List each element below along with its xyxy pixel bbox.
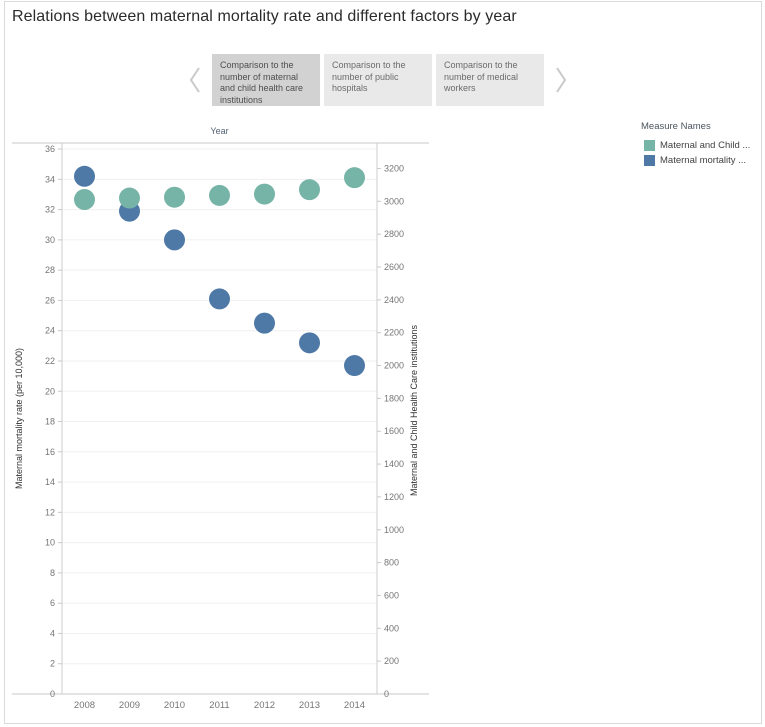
tab-medical-workers[interactable]: Comparison to the number of medical work… xyxy=(436,54,544,106)
x-axis-label: 2011 xyxy=(209,700,229,711)
right-axis-title: Maternal and Child Health Care instituti… xyxy=(409,324,419,496)
right-axis-tick-label: 400 xyxy=(384,623,399,633)
x-axis-label: 2013 xyxy=(299,700,320,711)
left-axis-tick-label: 16 xyxy=(45,447,55,457)
left-axis-tick-label: 2 xyxy=(50,659,55,669)
scatter-point-institutions-2013[interactable] xyxy=(299,179,320,201)
scatter-point-mortality-rate-2008[interactable] xyxy=(74,165,95,187)
right-axis-tick-label: 2000 xyxy=(384,361,404,371)
left-axis-tick-label: 28 xyxy=(45,265,55,275)
right-axis-tick-label: 800 xyxy=(384,558,399,568)
column-field-label: Year xyxy=(210,126,229,136)
page-title: Relations between maternal mortality rat… xyxy=(12,8,517,25)
right-axis-tick-label: 1600 xyxy=(384,426,404,436)
tab-list: Comparison to the number of maternal and… xyxy=(212,54,544,106)
x-axis-label: 2008 xyxy=(74,700,95,711)
scatter-point-institutions-2014[interactable] xyxy=(344,167,365,189)
scatter-point-mortality-rate-2012[interactable] xyxy=(254,312,275,334)
right-axis-tick-label: 200 xyxy=(384,656,399,666)
left-axis-tick-label: 20 xyxy=(45,386,55,396)
right-axis-tick-label: 600 xyxy=(384,590,399,600)
scatter-point-mortality-rate-2011[interactable] xyxy=(209,288,230,310)
scatter-point-institutions-2009[interactable] xyxy=(119,187,140,209)
tab-public-hospitals[interactable]: Comparison to the number of public hospi… xyxy=(324,54,432,106)
right-axis-tick-label: 1400 xyxy=(384,459,404,469)
tab-maternal-child-institutions[interactable]: Comparison to the number of maternal and… xyxy=(212,54,320,106)
right-axis-tick-label: 2400 xyxy=(384,295,404,305)
legend: Measure Names Maternal and Child ... Mat… xyxy=(641,121,750,170)
left-axis-tick-label: 4 xyxy=(50,628,55,638)
scatter-point-mortality-rate-2014[interactable] xyxy=(344,355,365,377)
tab-carousel: Comparison to the number of maternal and… xyxy=(184,54,572,106)
right-axis-tick-label: 1000 xyxy=(384,525,404,535)
left-axis-tick-label: 0 xyxy=(50,689,55,699)
scatter-point-institutions-2010[interactable] xyxy=(164,186,185,208)
right-axis-tick-label: 3000 xyxy=(384,196,404,206)
x-axis-label: 2012 xyxy=(254,700,275,711)
left-axis-tick-label: 36 xyxy=(45,144,55,154)
legend-item-label: Maternal and Child ... xyxy=(660,140,751,151)
right-axis-tick-label: 1200 xyxy=(384,492,404,502)
left-axis-tick-label: 6 xyxy=(50,598,55,608)
left-axis-tick-label: 18 xyxy=(45,417,55,427)
right-axis-tick-label: 3200 xyxy=(384,163,404,173)
scatter-point-institutions-2011[interactable] xyxy=(209,184,230,206)
legend-item-maternal-mortality[interactable]: Maternal mortality ... xyxy=(644,155,750,166)
legend-item-label: Maternal mortality ... xyxy=(660,155,747,166)
x-axis-label: 2010 xyxy=(164,700,185,711)
tab-label: Comparison to the number of public hospi… xyxy=(332,60,406,93)
left-axis-tick-label: 30 xyxy=(45,235,55,245)
chevron-left-icon[interactable] xyxy=(184,58,206,102)
left-axis-tick-label: 34 xyxy=(45,174,55,184)
left-axis-tick-label: 26 xyxy=(45,295,55,305)
tab-label: Comparison to the number of medical work… xyxy=(444,60,519,93)
right-axis-tick-label: 0 xyxy=(384,689,389,699)
legend-title: Measure Names xyxy=(641,121,711,132)
scatter-point-institutions-2008[interactable] xyxy=(74,188,95,210)
right-axis-tick-label: 2600 xyxy=(384,262,404,272)
left-axis-tick-label: 24 xyxy=(45,326,55,336)
left-axis-tick-label: 12 xyxy=(45,507,55,517)
legend-swatch-teal xyxy=(644,140,655,151)
x-axis-label: 2014 xyxy=(344,700,365,711)
scatter-point-mortality-rate-2013[interactable] xyxy=(299,332,320,354)
left-axis-title: Maternal mortality rate (per 10,000) xyxy=(14,348,24,489)
right-axis-tick-label: 2200 xyxy=(384,328,404,338)
left-axis-tick-label: 8 xyxy=(50,568,55,578)
scatter-point-mortality-rate-2010[interactable] xyxy=(164,229,185,251)
legend-item-maternal-and-child[interactable]: Maternal and Child ... xyxy=(644,140,750,151)
left-axis-tick-label: 10 xyxy=(45,538,55,548)
left-axis-tick-label: 22 xyxy=(45,356,55,366)
left-axis-tick-label: 32 xyxy=(45,205,55,215)
right-axis-tick-label: 1800 xyxy=(384,393,404,403)
right-axis-tick-label: 2800 xyxy=(384,229,404,239)
scatter-point-institutions-2012[interactable] xyxy=(254,183,275,205)
tab-label: Comparison to the number of maternal and… xyxy=(220,60,304,105)
legend-swatch-blue xyxy=(644,155,655,166)
left-axis-tick-label: 14 xyxy=(45,477,55,487)
chevron-right-icon[interactable] xyxy=(550,58,572,102)
x-axis-label: 2009 xyxy=(119,700,140,711)
